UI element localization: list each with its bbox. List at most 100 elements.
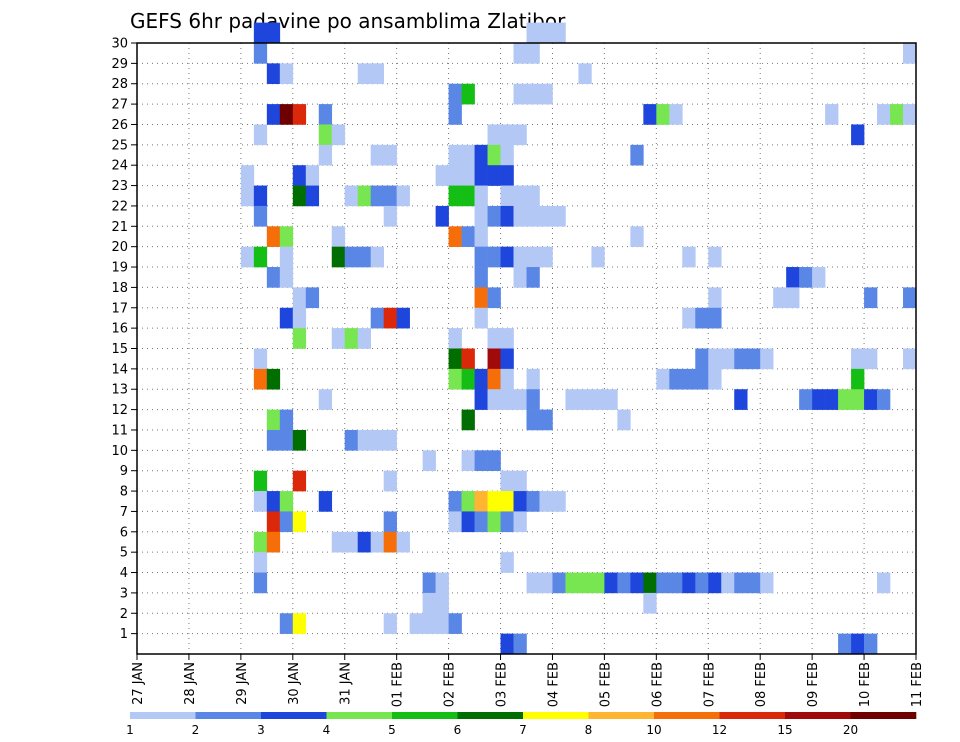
colorbar-swatch (523, 712, 589, 719)
heatmap-cell (786, 287, 800, 309)
heatmap-cell (253, 22, 268, 44)
heatmap-cell (838, 633, 852, 655)
heatmap-cell (526, 22, 540, 44)
heatmap-cell (357, 63, 371, 85)
heatmap-cell (253, 205, 268, 227)
heatmap-cell (370, 185, 384, 207)
heatmap-cell (526, 246, 540, 268)
heatmap-cell (305, 287, 320, 309)
heatmap-cell (253, 368, 268, 390)
heatmap-cell (708, 572, 722, 594)
heatmap-cell (851, 124, 865, 146)
heatmap-cell (318, 144, 333, 166)
heatmap-cell (773, 287, 787, 309)
heatmap-cell (526, 389, 540, 410)
heatmap-cell (448, 348, 462, 370)
heatmap-cell (604, 572, 618, 594)
heatmap-cell (526, 267, 540, 288)
heatmap-cell (578, 389, 592, 410)
heatmap-cell (292, 470, 307, 492)
heatmap-cell (513, 124, 527, 146)
heatmap-cell (903, 348, 917, 370)
heatmap-cell (370, 144, 384, 166)
y-tick-label: 5 (120, 546, 128, 561)
colorbar-swatch (326, 712, 393, 719)
x-tick-label: 04 FEB (546, 662, 561, 707)
y-tick-label: 24 (111, 159, 128, 174)
heatmap-cell (695, 572, 709, 594)
heatmap-cell (383, 144, 397, 166)
heatmap-cell (630, 226, 644, 247)
heatmap-cell (318, 389, 333, 410)
x-tick-label: 08 FEB (754, 662, 769, 707)
y-tick-label: 26 (111, 118, 128, 133)
x-tick-label: 31 JAN (339, 662, 354, 705)
heatmap-cell (877, 572, 891, 594)
heatmap-cell (396, 185, 410, 207)
heatmap-cell (357, 185, 371, 207)
x-tick-label: 01 FEB (391, 662, 406, 707)
heatmap-cell (461, 83, 475, 105)
colorbar-label: 15 (777, 723, 792, 737)
heatmap-cell (253, 246, 268, 268)
heatmap-cell (461, 450, 475, 471)
heatmap-cell (513, 246, 527, 268)
heatmap-cell (370, 63, 384, 85)
heatmap-cell (565, 572, 579, 594)
heatmap-cell (331, 328, 346, 349)
heatmap-cell (513, 205, 527, 227)
heatmap-cell (474, 205, 488, 227)
colorbar-label: 12 (712, 723, 727, 737)
heatmap-cell (526, 368, 540, 390)
heatmap-cell (474, 307, 488, 329)
heatmap-cell (500, 185, 514, 207)
y-tick-label: 20 (111, 240, 128, 255)
heatmap-cell (474, 389, 488, 410)
heatmap-cell (656, 368, 670, 390)
heatmap-cell (487, 511, 501, 533)
y-tick-label: 30 (111, 37, 128, 52)
heatmap-cell (253, 43, 268, 64)
heatmap-cell (513, 470, 527, 492)
heatmap-cell (422, 572, 436, 594)
heatmap-cell (526, 43, 540, 64)
heatmap-cell (279, 226, 294, 247)
heatmap-cell (474, 165, 488, 186)
heatmap-cell (305, 185, 320, 207)
heatmap-cell (461, 511, 475, 533)
heatmap-cell (513, 185, 527, 207)
heatmap-cell (318, 491, 333, 512)
heatmap-cell (448, 144, 462, 166)
heatmap-cell (253, 552, 268, 573)
heatmap-cell (435, 613, 449, 634)
heatmap-cell (383, 205, 397, 227)
heatmap-cell (539, 22, 553, 44)
heatmap-cell (500, 124, 514, 146)
heatmap-cell (253, 572, 268, 594)
heatmap-cell (331, 246, 346, 268)
heatmap-cell (539, 205, 553, 227)
heatmap-cell (318, 104, 333, 125)
y-tick-label: 16 (111, 322, 128, 337)
heatmap-cell (461, 409, 475, 431)
heatmap-cell (396, 307, 410, 329)
heatmap-cell (669, 368, 683, 390)
heatmap-cell (591, 389, 605, 410)
y-tick-label: 23 (111, 179, 128, 194)
heatmap-cell (591, 246, 605, 268)
heatmap-cell (513, 491, 527, 512)
chart-title: GEFS 6hr padavine po ansamblima Zlatibor (130, 9, 566, 33)
y-tick-label: 11 (111, 423, 128, 438)
y-tick-label: 8 (120, 485, 128, 500)
colorbar-swatch (785, 712, 851, 719)
heatmap-cell (448, 104, 462, 125)
x-tick-label: 02 FEB (443, 662, 458, 707)
heatmap-cell (279, 613, 294, 634)
colorbar-swatch (719, 712, 786, 719)
y-tick-label: 27 (111, 98, 128, 113)
heatmap-cell (500, 165, 514, 186)
heatmap-cell (253, 124, 268, 146)
heatmap-cell (513, 633, 527, 655)
heatmap-cell (461, 491, 475, 512)
